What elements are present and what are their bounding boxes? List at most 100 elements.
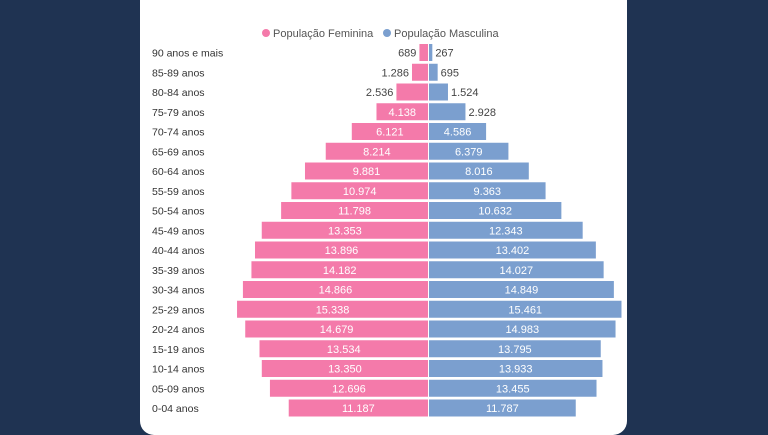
value-label-female: 13.896 (325, 245, 359, 257)
category-label: 30-34 anos (152, 285, 205, 297)
bar-female (261, 221, 428, 239)
value-label-female: 13.534 (327, 344, 361, 356)
value-label-female: 15.338 (316, 304, 350, 316)
bar-male (429, 320, 616, 338)
bar-female (281, 202, 428, 219)
bar-male (429, 340, 601, 358)
bar-male (429, 123, 487, 140)
bar-male (429, 162, 529, 180)
value-label-male: 6.379 (455, 146, 483, 158)
value-label-male: 2.928 (468, 107, 496, 119)
bar-male (429, 182, 546, 200)
bar-male (429, 221, 583, 239)
bar-female (325, 142, 428, 160)
legend: População Feminina População Masculina (262, 28, 499, 40)
value-label-male: 13.933 (499, 364, 533, 376)
value-label-female: 13.350 (328, 364, 362, 376)
bar-male (429, 399, 576, 417)
bar-female (291, 182, 428, 200)
bar-female (269, 379, 428, 397)
bars (237, 44, 622, 417)
value-label-female: 689 (398, 48, 416, 60)
legend-marker-female (262, 29, 270, 37)
category-label: 50-54 anos (152, 206, 205, 218)
value-label-female: 13.353 (328, 225, 362, 237)
value-label-male: 9.363 (474, 186, 502, 198)
category-label: 55-59 anos (152, 186, 205, 198)
value-label-male: 12.343 (489, 225, 523, 237)
value-label-male: 695 (441, 67, 459, 79)
bar-male (429, 379, 597, 397)
value-labels: 689 267 1.286 695 2.536 1.524 4.138 2.928 6.121 4… (316, 48, 542, 416)
bar-female (251, 261, 428, 279)
value-label-female: 8.214 (363, 146, 391, 158)
bar-female (245, 320, 428, 338)
category-label: 70-74 anos (152, 127, 205, 139)
value-label-male: 11.787 (486, 403, 519, 415)
category-label: 85-89 anos (152, 67, 205, 79)
bar-male (429, 281, 614, 298)
category-label: 75-79 anos (152, 107, 205, 119)
category-label: 60-64 anos (152, 166, 205, 178)
bar-female (242, 281, 428, 298)
value-label-male: 14.849 (505, 285, 539, 297)
value-label-male: 8.016 (465, 166, 493, 178)
value-label-male: 1.524 (451, 87, 479, 99)
bar-female (259, 340, 428, 358)
bar-male (429, 63, 438, 81)
bar-female (411, 63, 428, 81)
bar-male (429, 202, 562, 219)
value-label-male: 13.402 (496, 245, 530, 257)
value-label-female: 6.121 (376, 127, 404, 139)
value-label-male: 15.461 (508, 304, 542, 316)
value-label-male: 14.983 (505, 324, 539, 336)
bar-male (429, 44, 433, 61)
legend-label-female: População Feminina (273, 28, 374, 40)
bar-female (304, 162, 428, 180)
value-label-male: 13.455 (496, 383, 530, 395)
bar-male (429, 300, 622, 318)
value-label-female: 14.182 (323, 265, 357, 277)
category-label: 35-39 anos (152, 265, 205, 277)
category-label: 15-19 anos (152, 344, 205, 356)
bar-female (261, 360, 428, 377)
value-label-male: 10.632 (478, 206, 512, 218)
bar-female (237, 300, 428, 318)
category-label: 05-09 anos (152, 383, 205, 395)
category-label: 0-04 anos (152, 403, 199, 415)
value-label-female: 2.536 (366, 87, 394, 99)
legend-label-male: População Masculina (394, 28, 499, 40)
category-label: 25-29 anos (152, 304, 205, 316)
category-label: 10-14 anos (152, 364, 205, 376)
bar-male (429, 261, 604, 279)
bar-male (429, 142, 509, 160)
value-label-female: 10.974 (343, 186, 377, 198)
category-labels: 90 anos e mais 85-89 anos 80-84 anos 75-79 … (152, 48, 223, 416)
category-label: 20-24 anos (152, 324, 205, 336)
category-label: 65-69 anos (152, 146, 205, 158)
value-label-female: 11.187 (342, 403, 375, 415)
value-label-male: 267 (435, 48, 453, 60)
value-label-female: 14.866 (319, 285, 353, 297)
category-label: 40-44 anos (152, 245, 205, 257)
bar-male (429, 241, 596, 259)
bar-female (419, 44, 428, 61)
value-label-male: 14.027 (499, 265, 533, 277)
bar-male (429, 103, 466, 121)
bar-female (288, 399, 428, 417)
legend-marker-male (383, 29, 391, 37)
bar-female (376, 103, 428, 121)
value-label-female: 1.286 (381, 67, 409, 79)
value-label-female: 9.881 (353, 166, 381, 178)
category-label: 90 anos e mais (152, 48, 223, 60)
category-label: 45-49 anos (152, 225, 205, 237)
bar-female (254, 241, 428, 259)
category-label: 80-84 anos (152, 87, 205, 99)
bar-female (351, 123, 428, 140)
value-label-male: 13.795 (498, 344, 532, 356)
bar-male (429, 83, 448, 101)
value-label-male: 4.586 (444, 127, 472, 139)
value-label-female: 14.679 (320, 324, 354, 336)
value-label-female: 11.798 (338, 206, 371, 218)
